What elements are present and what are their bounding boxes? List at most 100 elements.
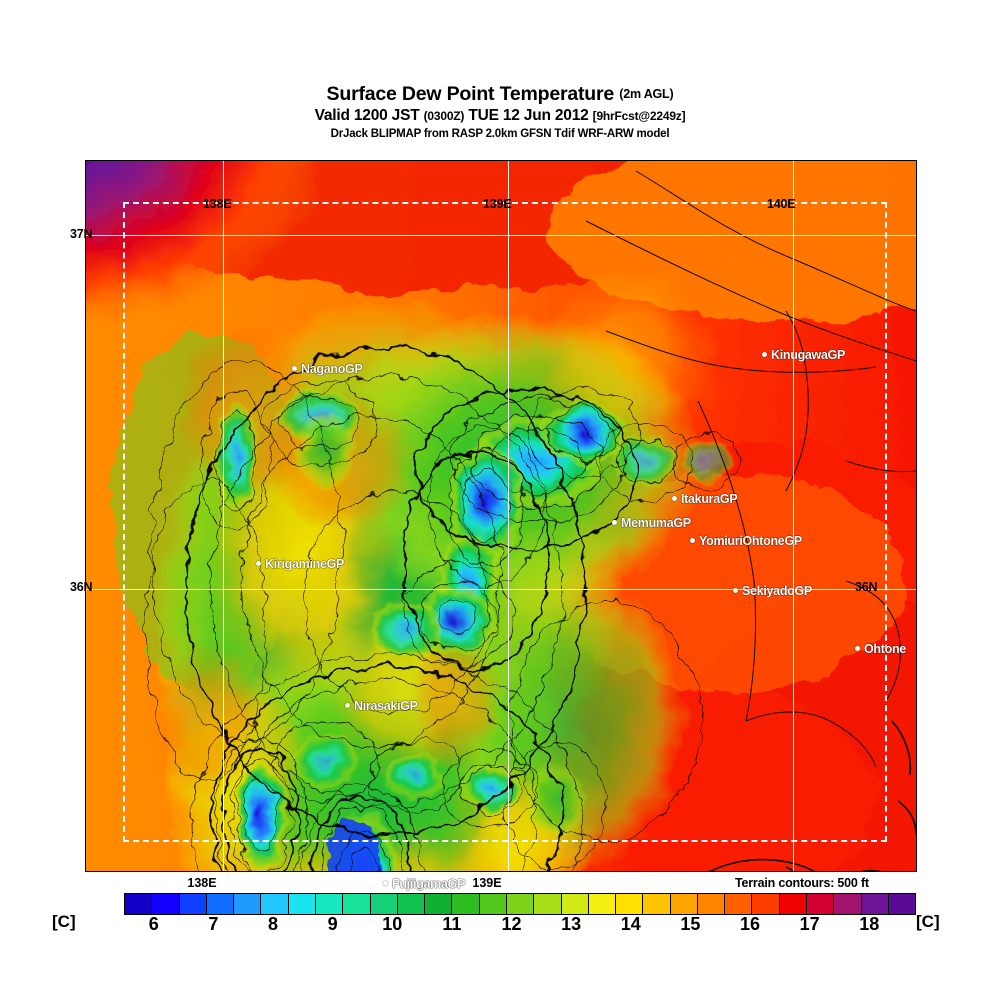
colorbar-swatch-25 (807, 894, 835, 914)
title-block: Surface Dew Point Temperature (2m AGL) V… (0, 84, 1000, 141)
gridline-lon-139e (508, 161, 510, 871)
colorbar-tick-9: 9 (327, 914, 338, 934)
station-marker-icon (292, 366, 297, 371)
valid-date: TUE 12 Jun 2012 (468, 107, 589, 124)
colorbar-swatch-11 (425, 894, 453, 914)
station-label-kinugawagp: KinugawaGP (762, 348, 845, 362)
valid-prefix: Valid 1200 JST (314, 107, 420, 124)
colorbar-tick-8: 8 (268, 914, 279, 934)
colorbar-tick-17: 17 (799, 914, 820, 934)
station-name: KirigamineGP (265, 557, 345, 571)
colorbar-swatch-13 (479, 894, 507, 914)
bottom-axis-138e: 138E (187, 876, 217, 890)
colorbar-tick-18: 18 (859, 914, 880, 934)
colorbar-swatch-2 (179, 894, 207, 914)
station-marker-icon (383, 881, 388, 886)
station-label-yomiuriohtonegp: YomiuriOhtoneGP (690, 534, 802, 548)
station-label-memumagp: MemumaGP (612, 516, 691, 530)
page-title: Surface Dew Point Temperature (2m AGL) (0, 84, 1000, 104)
title-main-suffix: (2m AGL) (619, 87, 674, 101)
model-line: DrJack BLIPMAP from RASP 2.0km GFSN Tdif… (330, 128, 670, 140)
station-marker-icon (762, 352, 767, 357)
forecast-tag: [9hrFcst@2249z] (592, 109, 686, 123)
gridline-lon-140e (793, 161, 795, 871)
colorbar-tick-6: 6 (148, 914, 159, 934)
colorbar-swatches (124, 893, 916, 915)
colorbar-swatch-3 (206, 894, 235, 914)
colorbar-swatch-14 (506, 894, 535, 914)
valid-zulu: (0300Z) (423, 109, 465, 123)
colorbar-tick-7: 7 (208, 914, 219, 934)
colorbar-swatch-9 (370, 894, 398, 914)
colorbar-swatch-21 (697, 894, 726, 914)
colorbar-unit-right: [C] (916, 912, 940, 931)
maplabel-36n-left: 36N (70, 580, 93, 594)
valid-time-line: Valid 1200 JST (0300Z) TUE 12 Jun 2012 [… (0, 106, 1000, 126)
colorbar-tick-14: 14 (620, 914, 641, 934)
station-name: SekiyadoGP (742, 584, 812, 598)
colorbar-swatch-12 (452, 894, 480, 914)
colorbar-swatch-18 (616, 894, 644, 914)
colorbar-swatch-1 (152, 894, 180, 914)
colorbar-tick-12: 12 (501, 914, 522, 934)
station-label-itakuragp: ItakuraGP (672, 492, 738, 506)
station-label-nirasakigp: NirasakiGP (345, 699, 418, 713)
colorbar-swatch-4 (234, 894, 262, 914)
colorbar-tick-13: 13 (561, 914, 582, 934)
station-label-sekiyadogp: SekiyadoGP (733, 584, 812, 598)
colorbar-swatch-0 (125, 894, 153, 914)
gridline-lat-36n (86, 589, 916, 591)
station-marker-icon (690, 538, 695, 543)
station-label-kirigaminegp: KirigamineGP (256, 557, 344, 571)
station-marker-icon (345, 703, 350, 708)
colorbar-swatch-26 (834, 894, 862, 914)
station-marker-icon (672, 496, 677, 501)
station-marker-icon (855, 646, 860, 651)
station-name: Ohtone (864, 642, 906, 656)
maplabel-139e-top: 139E (483, 197, 512, 211)
colorbar-swatch-15 (534, 894, 562, 914)
station-name: ItakuraGP (681, 492, 738, 506)
station-marker-icon (612, 520, 617, 525)
maplabel-138e-top: 138E (203, 197, 232, 211)
terrain-contour-note: Terrain contours: 500 ft (735, 876, 869, 890)
station-label-fujiigamagp: FujiigamaGP (383, 877, 465, 891)
forecast-domain-box (123, 202, 887, 842)
title-main: Surface Dew Point Temperature (326, 83, 615, 105)
maplabel-36n-right: 36N (855, 580, 878, 594)
station-name: YomiuriOhtoneGP (699, 534, 802, 548)
station-label-naganogp: NaganoGP (292, 362, 363, 376)
colorbar-swatch-19 (643, 894, 671, 914)
station-label-ohtone: Ohtone (855, 642, 906, 656)
colorbar-swatch-5 (261, 894, 289, 914)
station-name: NaganoGP (301, 362, 363, 376)
colorbar-tick-15: 15 (680, 914, 701, 934)
station-name: FujiigamaGP (392, 877, 466, 891)
colorbar-swatch-7 (315, 894, 344, 914)
colorbar-swatch-28 (888, 894, 916, 914)
colorbar-tick-11: 11 (442, 914, 462, 934)
colorbar: [C] [C] 6 7 8 9 10 11 12 13 14 15 16 17 18 (0, 888, 1000, 948)
maplabel-37n-left: 37N (70, 227, 93, 241)
dewpoint-field (86, 161, 916, 871)
colorbar-swatch-10 (397, 894, 426, 914)
maplabel-140e-top: 140E (767, 197, 796, 211)
colorbar-swatch-17 (588, 894, 617, 914)
colorbar-unit-left: [C] (52, 912, 76, 931)
station-name: KinugawaGP (771, 348, 846, 362)
colorbar-swatch-8 (343, 894, 371, 914)
station-marker-icon (256, 561, 261, 566)
colorbar-tick-10: 10 (382, 914, 403, 934)
gridline-lat-37n (86, 235, 916, 237)
colorbar-swatch-20 (670, 894, 698, 914)
station-marker-icon (733, 588, 738, 593)
colorbar-swatch-24 (779, 894, 808, 914)
colorbar-swatch-16 (561, 894, 589, 914)
colorbar-swatch-22 (725, 894, 753, 914)
map-panel (85, 160, 917, 872)
colorbar-swatch-23 (752, 894, 780, 914)
bottom-axis-139e: 139E (472, 876, 502, 890)
station-name: MemumaGP (621, 516, 691, 530)
station-name: NirasakiGP (354, 699, 418, 713)
